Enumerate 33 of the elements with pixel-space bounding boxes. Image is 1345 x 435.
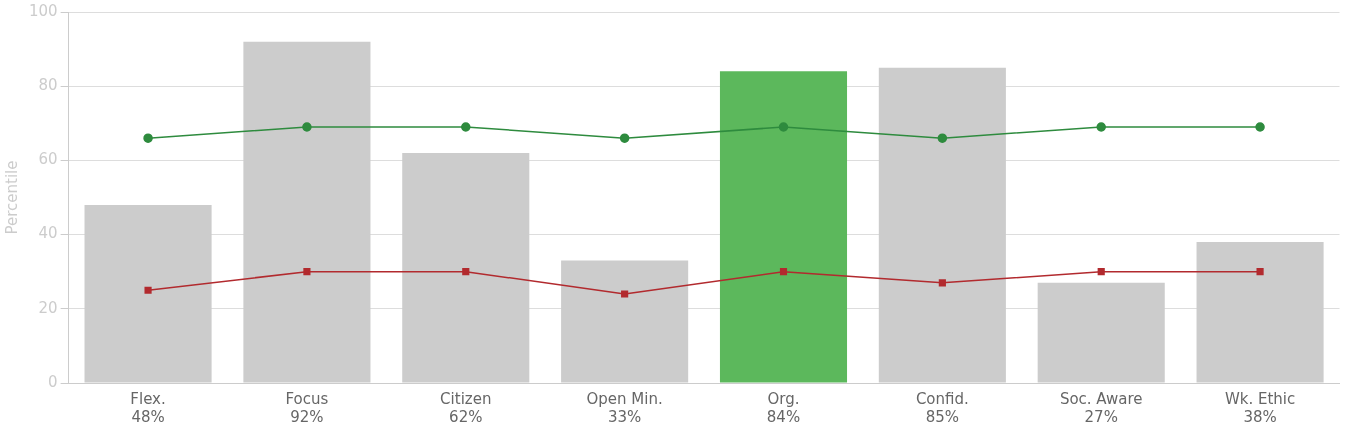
point xyxy=(144,286,152,294)
point xyxy=(1256,268,1264,276)
data-label: 48% xyxy=(131,407,165,426)
point xyxy=(937,133,948,143)
point xyxy=(938,279,946,287)
data-label: 85% xyxy=(925,407,960,426)
point xyxy=(303,268,311,276)
point xyxy=(461,122,471,132)
point xyxy=(619,133,630,143)
x-tick-label: Flex. xyxy=(130,389,166,408)
point xyxy=(1097,268,1105,276)
x-tick-label: Soc. Aware xyxy=(1059,389,1143,408)
point xyxy=(1096,122,1106,132)
x-tick-label: Org. xyxy=(767,389,800,408)
point xyxy=(778,122,789,132)
data-label: 27% xyxy=(1084,407,1118,426)
x-tick-label: Open Min. xyxy=(586,389,663,408)
point xyxy=(462,268,470,276)
point xyxy=(621,290,629,298)
x-tick-label: Focus xyxy=(285,389,329,408)
data-label: 84% xyxy=(766,407,801,426)
data-label: 33% xyxy=(607,407,642,426)
data-label: 92% xyxy=(290,407,324,426)
x-tick-label: Wk. Ethic xyxy=(1224,389,1296,408)
data-label: 62% xyxy=(449,407,483,426)
x-tick-label: Citizen xyxy=(440,389,492,408)
point xyxy=(1255,122,1265,132)
x-tick-label: Confid. xyxy=(915,389,969,408)
point xyxy=(779,268,788,276)
point xyxy=(302,122,312,132)
point xyxy=(143,133,153,143)
data-label: 38% xyxy=(1243,407,1277,426)
bar xyxy=(719,71,848,383)
